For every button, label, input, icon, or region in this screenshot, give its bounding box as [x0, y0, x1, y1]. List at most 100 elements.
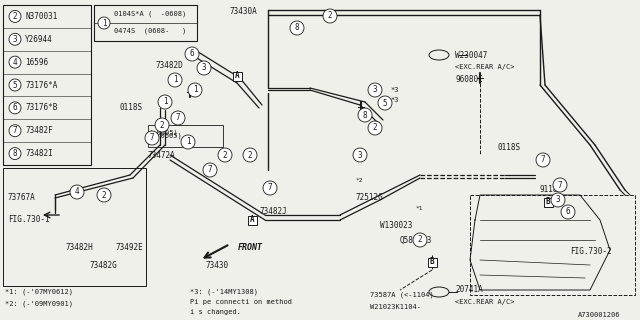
Circle shape: [536, 153, 550, 167]
Text: A: A: [250, 215, 254, 225]
Circle shape: [9, 11, 21, 22]
Circle shape: [561, 205, 575, 219]
Text: A730001206: A730001206: [577, 312, 620, 318]
Text: 73176*B: 73176*B: [25, 103, 58, 112]
Text: 73482F: 73482F: [25, 126, 52, 135]
Text: 0104S*A (  -0608): 0104S*A ( -0608): [114, 11, 186, 17]
Text: 7: 7: [13, 126, 17, 135]
Text: <EXC.REAR A/C>: <EXC.REAR A/C>: [455, 64, 515, 70]
Text: 91184: 91184: [540, 186, 563, 195]
Text: 73482I: 73482I: [25, 149, 52, 158]
Text: 5: 5: [383, 99, 387, 108]
Text: FIG.730-1: FIG.730-1: [8, 215, 50, 225]
Text: 2: 2: [13, 12, 17, 21]
Circle shape: [263, 181, 277, 195]
Circle shape: [368, 121, 382, 135]
Text: 7: 7: [150, 133, 154, 142]
Text: (-0605): (-0605): [148, 130, 178, 136]
Text: 2: 2: [372, 124, 378, 132]
Circle shape: [9, 125, 21, 137]
Circle shape: [9, 56, 21, 68]
Text: 1: 1: [173, 76, 177, 84]
Text: 1: 1: [102, 19, 106, 28]
Circle shape: [9, 79, 21, 91]
Circle shape: [171, 111, 185, 125]
Text: B: B: [546, 197, 550, 206]
Text: 73482H: 73482H: [65, 244, 93, 252]
Text: 72512G: 72512G: [355, 194, 383, 203]
Text: 8: 8: [294, 23, 300, 33]
Circle shape: [358, 108, 372, 122]
Text: 73472A: 73472A: [148, 150, 176, 159]
Circle shape: [413, 233, 427, 247]
Text: A: A: [235, 71, 239, 81]
Bar: [248, 215, 257, 225]
Text: *2: (-'09MY0901): *2: (-'09MY0901): [5, 301, 73, 307]
Text: 2: 2: [223, 150, 227, 159]
Text: 1: 1: [186, 138, 190, 147]
Text: *3: *3: [390, 97, 399, 103]
Text: 7: 7: [208, 165, 212, 174]
Text: 2: 2: [328, 12, 332, 20]
Bar: [543, 197, 552, 206]
Text: <EXC.REAR A/C>: <EXC.REAR A/C>: [455, 299, 515, 305]
Bar: [428, 258, 436, 267]
Text: 73482J: 73482J: [260, 207, 288, 217]
Text: 3: 3: [372, 85, 378, 94]
Text: 0118S: 0118S: [498, 143, 521, 153]
Bar: [3, 168, 146, 286]
Circle shape: [70, 185, 84, 199]
Text: 73492E: 73492E: [115, 244, 143, 252]
Circle shape: [155, 118, 169, 132]
Circle shape: [218, 148, 232, 162]
Text: 2: 2: [160, 121, 164, 130]
Text: 6: 6: [189, 50, 195, 59]
Bar: [3, 5, 91, 165]
Circle shape: [9, 148, 21, 160]
Text: 73176*A: 73176*A: [25, 81, 58, 90]
Text: 96080C: 96080C: [455, 75, 483, 84]
Text: 73430: 73430: [205, 260, 228, 269]
Text: W230047: W230047: [455, 51, 488, 60]
Circle shape: [197, 61, 211, 75]
Circle shape: [378, 96, 392, 110]
Text: W130023: W130023: [380, 220, 412, 229]
Bar: [148, 125, 223, 147]
Circle shape: [181, 135, 195, 149]
Circle shape: [353, 148, 367, 162]
Text: 7: 7: [541, 156, 545, 164]
Text: 3: 3: [13, 35, 17, 44]
Text: i s changed.: i s changed.: [190, 309, 241, 315]
Text: 73482G: 73482G: [90, 260, 118, 269]
Circle shape: [9, 33, 21, 45]
Text: 16596: 16596: [25, 58, 48, 67]
Text: 2: 2: [248, 150, 252, 159]
Circle shape: [98, 17, 110, 29]
Circle shape: [9, 102, 21, 114]
Circle shape: [185, 47, 199, 61]
Circle shape: [290, 21, 304, 35]
Text: 1: 1: [193, 85, 197, 94]
Text: 8: 8: [363, 110, 367, 119]
Text: 2: 2: [102, 190, 106, 199]
Text: 6: 6: [566, 207, 570, 217]
Text: 73587A (<-1104): 73587A (<-1104): [370, 292, 434, 298]
Text: 7: 7: [268, 183, 272, 193]
Text: FIG.730-2: FIG.730-2: [570, 247, 612, 257]
Text: 0118S: 0118S: [120, 103, 143, 113]
Text: 73482D: 73482D: [155, 60, 183, 69]
Circle shape: [203, 163, 217, 177]
Text: 0474S  (0608-   ): 0474S (0608- ): [114, 28, 186, 34]
Text: Pi pe connecti on method: Pi pe connecti on method: [190, 299, 292, 305]
Text: 2: 2: [418, 236, 422, 244]
Text: 1: 1: [163, 98, 167, 107]
Circle shape: [323, 9, 337, 23]
Text: *1: *1: [415, 205, 422, 211]
Text: 3: 3: [202, 63, 206, 73]
Bar: [232, 71, 241, 81]
Text: Q586013: Q586013: [400, 236, 433, 244]
Circle shape: [368, 83, 382, 97]
Text: 4: 4: [75, 188, 79, 196]
Text: *1: (-'07MY0612): *1: (-'07MY0612): [5, 289, 73, 295]
Text: 7: 7: [557, 180, 563, 189]
